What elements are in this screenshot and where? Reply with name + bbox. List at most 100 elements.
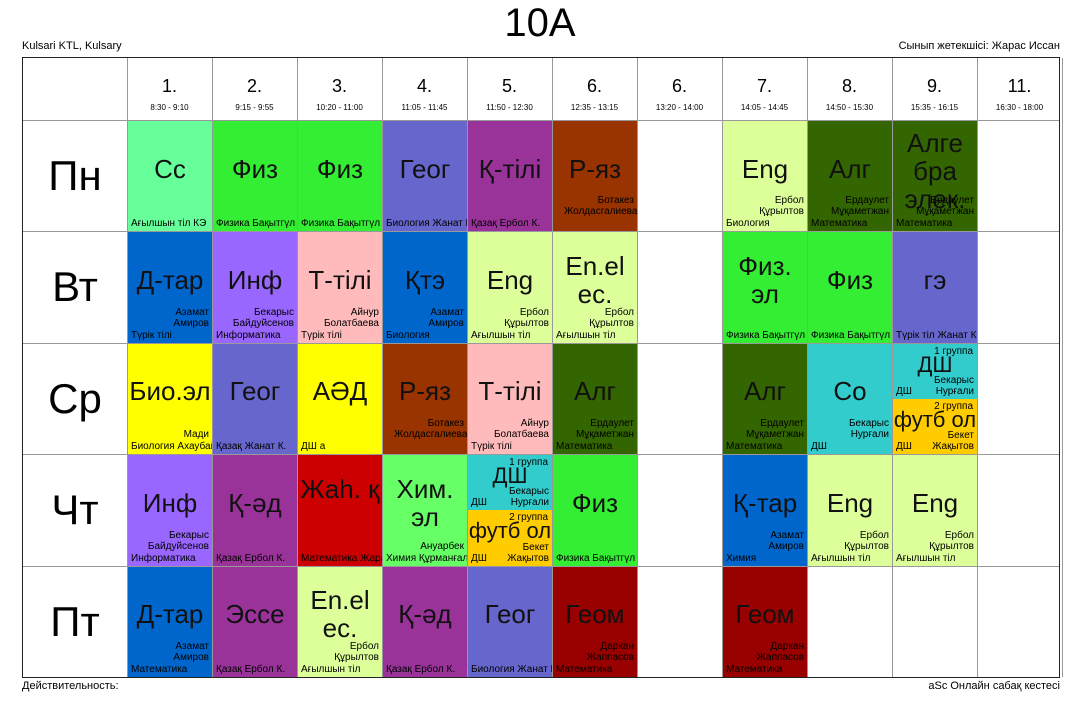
lesson-cell[interactable]: Т-тілі Айнур Болатбаева Түрік тілі	[468, 343, 552, 455]
lesson-cell[interactable]: Алг Ердаулет Мұқаметжан Математика	[723, 343, 807, 455]
split-lesson-cell[interactable]: футб ол Бекет Жақытов ДШ 2 группа	[893, 399, 977, 455]
lesson-room: Қазақ Ербол К.	[386, 663, 456, 675]
lesson-room: Математика	[556, 663, 613, 675]
lesson-subject: Т-тілі	[478, 376, 542, 407]
period-number: 9.	[926, 76, 942, 96]
lesson-cell[interactable]: Алге бра элек. Ердаулет Мұқаметжан Математ…	[893, 121, 977, 232]
period-time: 11:05 - 11:45	[401, 103, 448, 112]
lesson-subject: Eng	[826, 487, 874, 518]
lesson-room: Математика	[726, 441, 783, 453]
split-lesson-cell[interactable]: ДШ Бекарыс Нурғали ДШ 1 группа	[893, 343, 977, 399]
lesson-cell[interactable]: Хим. эл Ануарбек Химия Құрманғали	[383, 455, 467, 566]
period-number: 4.	[416, 76, 432, 96]
period-number: 2.	[246, 76, 262, 96]
lesson-room: Ағылшын тіл КЭ	[131, 218, 207, 230]
lesson-cell[interactable]: Қтэ Азамат Амиров Биология	[383, 232, 467, 343]
lesson-cell[interactable]: Сс Ағылшын тіл КЭ	[128, 121, 212, 232]
lesson-cell[interactable]: Физ Физика Бақытгүл Н.	[213, 121, 297, 232]
lesson-teacher: Ербол Құрылтов	[504, 306, 549, 329]
lesson-teacher: Айнур Болатбаева	[493, 418, 549, 441]
lesson-room: Биология	[386, 329, 430, 341]
split-lesson-cell[interactable]: футб ол Бекет Жақытов ДШ 2 группа	[468, 510, 552, 566]
lesson-cell[interactable]: Eng Ербол Құрылтов Ағылшын тіл	[468, 232, 552, 343]
lesson-cell[interactable]: Био.эл Мади Биология Ахаубай	[128, 343, 212, 455]
lesson-cell[interactable]: Қ-әд Қазақ Ербол К.	[383, 566, 467, 677]
lesson-subject: ДШ	[492, 463, 528, 489]
lesson-room: Ағылшын тіл	[301, 663, 361, 675]
lesson-cell[interactable]: En.el ес. Ербол Құрылтов Ағылшын тіл	[298, 566, 382, 677]
day-label: Пт	[50, 597, 100, 645]
lesson-cell[interactable]: Геог Биология Жанат К.	[383, 121, 467, 232]
lesson-subject: Алге бра элек.	[904, 128, 966, 214]
lesson-cell[interactable]: Алг Ердаулет Мұқаметжан Математика	[808, 121, 892, 232]
lesson-room: Математика	[811, 218, 868, 230]
lesson-subject: Алг	[574, 376, 616, 407]
lesson-cell[interactable]: Геог Биология Жанат К.	[468, 566, 552, 677]
lesson-cell[interactable]: Қ-әд Қазақ Ербол К.	[213, 455, 297, 566]
period-header: 4. 11:05 - 11:45	[382, 58, 467, 120]
grid-column-line	[297, 58, 298, 677]
lesson-cell[interactable]: Геом Даркан Жаппасов Математика	[723, 566, 807, 677]
lesson-cell[interactable]: Р-яз Ботакез Жолдасгалиева	[553, 121, 637, 232]
lesson-cell[interactable]: Т-тілі Айнур Болатбаева Түрік тілі	[298, 232, 382, 343]
lesson-cell[interactable]: Алг Ердаулет Мұқаметжан Математика	[553, 343, 637, 455]
grid-column-line	[382, 58, 383, 677]
lesson-subject: гэ	[923, 265, 947, 296]
lesson-subject: Геом	[735, 599, 795, 630]
grid-row-line	[23, 231, 1059, 233]
lesson-cell[interactable]: Геом Даркан Жаппасов Математика	[553, 566, 637, 677]
lesson-subject: ДШ	[917, 351, 953, 377]
grid-column-line	[1062, 58, 1063, 677]
lesson-subject: Сс	[154, 153, 186, 184]
lesson-teacher: Мади	[183, 429, 209, 441]
lesson-cell[interactable]: Физ Физика Бақытгүл Н.	[553, 455, 637, 566]
period-header: 3. 10:20 - 11:00	[297, 58, 382, 120]
grid-column-line	[807, 58, 808, 677]
lesson-cell[interactable]: Д-тар Азамат Амиров Математика	[128, 566, 212, 677]
day-label: Вт	[52, 263, 98, 311]
lesson-cell[interactable]: Инф Бекарыс Байдуйсенов Информатика	[128, 455, 212, 566]
lesson-cell[interactable]: Eng Ербол Құрылтов Биология	[723, 121, 807, 232]
period-number: 5.	[501, 76, 517, 96]
footer-brand: aSc Онлайн сабақ кестесі	[928, 680, 1060, 692]
period-time: 9:15 - 9:55	[235, 103, 274, 112]
lesson-cell[interactable]: АӘД ДШ а	[298, 343, 382, 455]
lesson-cell[interactable]: En.el ес. Ербол Құрылтов Ағылшын тіл	[553, 232, 637, 343]
lesson-room: Математика	[726, 663, 783, 675]
lesson-cell[interactable]: Жаһ. қ Математика Жарас М.	[298, 455, 382, 566]
lesson-cell[interactable]: Қ-тілі Қазақ Ербол К.	[468, 121, 552, 232]
lesson-teacher: Ердаулет Мұқаметжан	[830, 195, 889, 218]
lesson-teacher: Ануарбек	[420, 540, 464, 552]
lesson-subject: Қ-әд	[228, 487, 282, 518]
lesson-cell[interactable]: Р-яз Ботакез Жолдасгалиева	[383, 343, 467, 455]
lesson-cell[interactable]: Эссе Қазақ Ербол К.	[213, 566, 297, 677]
lesson-cell[interactable]: Физ. эл Физика Бақытгүл Н.	[723, 232, 807, 343]
lesson-teacher: Даркан Жаппасов	[756, 640, 804, 663]
lesson-cell[interactable]: Со Бекарыс Нурғали ДШ	[808, 343, 892, 455]
lesson-cell[interactable]: Инф Бекарыс Байдуйсенов Информатика	[213, 232, 297, 343]
split-lesson-cell[interactable]: ДШ Бекарыс Нурғали ДШ 1 группа	[468, 455, 552, 511]
lesson-group: 1 группа	[934, 345, 973, 357]
lesson-subject: Геог	[399, 153, 451, 184]
lesson-subject: Физ. эл	[738, 251, 792, 310]
lesson-cell[interactable]: Eng Ербол Құрылтов Ағылшын тіл	[893, 455, 977, 566]
lesson-cell[interactable]: гэ Түрік тіл Жанат К.	[893, 232, 977, 343]
lesson-room: Биология Ахаубай	[131, 441, 212, 453]
lesson-cell[interactable]: Геог Қазақ Жанат К.	[213, 343, 297, 455]
lesson-subject: Эссе	[225, 599, 285, 630]
lesson-cell[interactable]: Қ-тар Азамат Амиров Химия	[723, 455, 807, 566]
lesson-cell[interactable]: Физ Физика Бақытгүл Н.	[808, 232, 892, 343]
lesson-room: Физика Бақытгүл Н.	[726, 329, 807, 341]
lesson-teacher: Бекет Жақытов	[507, 541, 549, 564]
lesson-group: 2 группа	[934, 401, 973, 412]
period-header: 1. 8:30 - 9:10	[127, 58, 212, 120]
lesson-cell[interactable]: Физ Физика Бақытгүл Н.	[298, 121, 382, 232]
lesson-room: Түрік тілі	[471, 441, 512, 453]
lesson-teacher: Айнур Болатбаева	[323, 306, 379, 329]
lesson-teacher: Ербол Құрылтов	[334, 640, 379, 663]
lesson-subject: Физ	[316, 153, 364, 184]
lesson-cell[interactable]: Д-тар Азамат Амиров Түрік тілі	[128, 232, 212, 343]
lesson-cell[interactable]: Eng Ербол Құрылтов Ағылшын тіл	[808, 455, 892, 566]
grid-column-line	[467, 58, 468, 677]
lesson-subject: Алг	[829, 153, 871, 184]
